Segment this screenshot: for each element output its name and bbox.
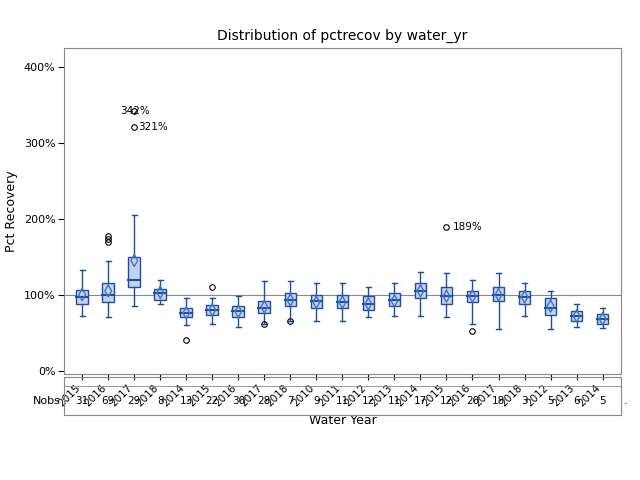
Bar [232,306,244,317]
X-axis label: Water Year: Water Year [308,414,376,427]
Text: 31: 31 [76,396,89,406]
Y-axis label: Pct Recovery: Pct Recovery [5,170,19,252]
Bar [180,308,192,317]
Text: 5: 5 [599,396,606,406]
Text: 11: 11 [336,396,349,406]
Text: 22: 22 [205,396,219,406]
Bar [388,293,400,306]
Bar [310,295,322,308]
Text: 18: 18 [492,396,505,406]
Bar [596,313,609,324]
Bar [415,283,426,299]
Text: 28: 28 [258,396,271,406]
Bar [363,296,374,310]
Text: 5: 5 [547,396,554,406]
Text: 12: 12 [440,396,453,406]
Bar [518,291,531,304]
Text: 29: 29 [127,396,141,406]
Bar [337,295,348,308]
Bar [493,287,504,301]
Text: 12: 12 [362,396,375,406]
Text: 30: 30 [232,396,245,406]
Bar [467,291,478,302]
Text: 11: 11 [388,396,401,406]
Text: 20: 20 [466,396,479,406]
Text: 69: 69 [102,396,115,406]
Text: 8: 8 [157,396,164,406]
Title: Distribution of pctrecov by water_yr: Distribution of pctrecov by water_yr [217,29,468,43]
Bar [207,305,218,315]
Text: 9: 9 [313,396,320,406]
Bar [102,283,114,302]
Bar [440,287,452,304]
Text: 7: 7 [287,396,294,406]
Text: 189%: 189% [453,222,483,232]
Text: 342%: 342% [120,106,150,116]
Bar [76,290,88,304]
Text: 17: 17 [414,396,427,406]
Bar [545,299,556,315]
Text: Nobs: Nobs [33,396,61,406]
Bar [154,289,166,300]
Text: 6: 6 [573,396,580,406]
Bar [129,257,140,287]
Bar [285,293,296,306]
Text: 13: 13 [180,396,193,406]
Text: 321%: 321% [138,122,168,132]
Bar [259,301,270,313]
Text: 3: 3 [521,396,528,406]
Text: .: . [624,396,628,406]
Bar [571,312,582,321]
